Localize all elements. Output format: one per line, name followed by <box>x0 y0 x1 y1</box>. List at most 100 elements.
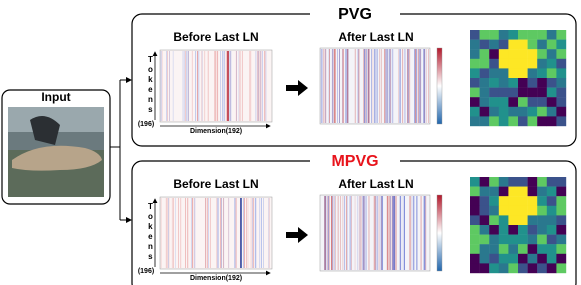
patch-cell <box>489 39 499 50</box>
patch-cell <box>489 263 499 274</box>
patch-cell <box>527 39 538 50</box>
patch-cell <box>537 106 547 117</box>
patch-cell <box>527 244 538 254</box>
x-axis-label: Dimension(192) <box>190 128 242 135</box>
patch-cell <box>518 58 528 69</box>
patch-cell <box>479 177 490 187</box>
patch-cell <box>556 58 567 69</box>
patch-cell <box>489 186 499 197</box>
patch-cell <box>556 177 567 187</box>
patch-cell <box>508 244 519 254</box>
patch-cell <box>470 87 480 98</box>
patch-cell <box>527 263 538 274</box>
patch-cell <box>556 205 567 216</box>
patch-cell <box>556 106 567 117</box>
patch-cell <box>546 49 557 59</box>
patch-cell <box>537 30 547 40</box>
before-label: Before Last LN <box>173 30 258 44</box>
patch-cell <box>518 244 528 254</box>
patch-cell <box>508 49 519 59</box>
patch-cell <box>489 205 499 216</box>
patch-cell <box>518 215 528 226</box>
patch-cell <box>508 87 519 98</box>
y-axis-count: (196) <box>138 268 154 275</box>
patch-cell <box>470 244 480 254</box>
patch-cell <box>537 244 547 254</box>
before-label: Before Last LN <box>173 177 258 191</box>
patch-cell <box>489 106 499 117</box>
patch-cell <box>556 49 567 59</box>
patch-cell <box>479 186 490 197</box>
patch-cell <box>470 177 480 187</box>
patch-cell <box>498 87 509 98</box>
patch-cell <box>498 39 509 50</box>
patch-cell <box>479 58 490 69</box>
patch-cell <box>546 225 557 235</box>
patch-cell <box>537 253 547 264</box>
patch-cell <box>527 253 538 264</box>
patch-cell <box>508 39 519 50</box>
patch-cell <box>489 97 499 107</box>
patch-cell <box>479 196 490 206</box>
patch-cell <box>479 225 490 235</box>
patch-cell <box>498 177 509 187</box>
patch-cell <box>508 225 519 235</box>
patch-cell <box>518 116 528 127</box>
patch-cell <box>518 97 528 107</box>
patch-cell <box>498 263 509 274</box>
patch-cell <box>537 49 547 59</box>
patch-cell <box>508 78 519 88</box>
patch-cell <box>546 106 557 117</box>
patch-cell <box>527 97 538 107</box>
patch-cell <box>508 68 519 79</box>
patch-cell <box>518 263 528 274</box>
patch-cell <box>537 215 547 226</box>
patch-cell <box>498 205 509 216</box>
patch-cell <box>489 116 499 127</box>
connectors <box>110 77 132 223</box>
patch-cell <box>489 244 499 254</box>
patch-cell <box>546 39 557 50</box>
patch-cell <box>546 78 557 88</box>
patch-cell <box>479 68 490 79</box>
patch-cell <box>537 116 547 127</box>
patch-cell <box>498 244 509 254</box>
patch-cell <box>498 68 509 79</box>
patch-cell <box>479 106 490 117</box>
patch-cell <box>518 186 528 197</box>
patch-cell <box>518 87 528 98</box>
patch-cell <box>489 30 499 40</box>
patch-cell <box>527 68 538 79</box>
patch-cell <box>518 106 528 117</box>
patch-cell <box>508 215 519 226</box>
patch-cell <box>518 68 528 79</box>
patch-cell <box>527 186 538 197</box>
patch-cell <box>498 106 509 117</box>
patch-cell <box>556 68 567 79</box>
patch-cell <box>470 234 480 245</box>
panel-title: MPVG <box>331 153 378 170</box>
patch-cell <box>518 49 528 59</box>
patch-cell <box>479 205 490 216</box>
patch-cell <box>508 205 519 216</box>
patch-cell <box>556 30 567 40</box>
patch-cell <box>470 30 480 40</box>
y-axis-count: (196) <box>138 121 154 128</box>
patch-cell <box>546 196 557 206</box>
patch-cell <box>546 177 557 187</box>
patch-cell <box>527 58 538 69</box>
patch-cell <box>556 116 567 127</box>
patch-cell <box>527 196 538 206</box>
input-photo <box>8 107 104 197</box>
patch-cell <box>498 78 509 88</box>
patch-cell <box>527 234 538 245</box>
input-label: Input <box>41 90 70 104</box>
patch-cell <box>479 39 490 50</box>
patch-cell <box>470 49 480 59</box>
patch-cell <box>498 49 509 59</box>
patch-cell <box>527 78 538 88</box>
patch-cell <box>498 225 509 235</box>
patch-cell <box>556 39 567 50</box>
panel: PVG Before Last LN After Last LN Tokens (196… <box>131 4 577 147</box>
patch-cell <box>479 215 490 226</box>
